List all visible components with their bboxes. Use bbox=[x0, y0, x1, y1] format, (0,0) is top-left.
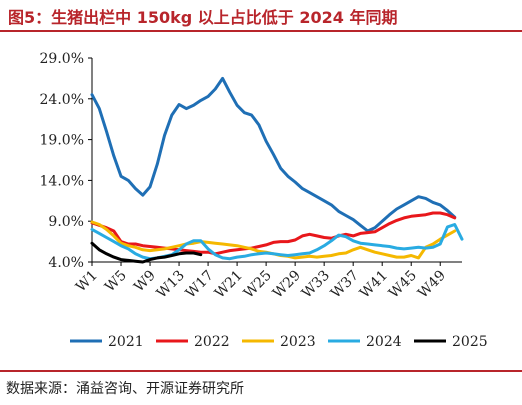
source-rule bbox=[0, 370, 522, 372]
x-tick-label: W5 bbox=[102, 268, 130, 296]
y-tick-label: 24.0% bbox=[40, 92, 84, 108]
x-tick-label: W13 bbox=[154, 268, 188, 302]
series-line-2021 bbox=[90, 76, 457, 233]
x-tick-label: W37 bbox=[328, 268, 362, 302]
y-tick-label: 19.0% bbox=[40, 133, 84, 149]
x-tick-label: W29 bbox=[270, 268, 304, 302]
legend-label-2025: 2025 bbox=[452, 334, 488, 350]
series-line-2022 bbox=[90, 211, 457, 256]
chart-axes: 4.0%9.0%14.0%19.0%24.0%29.0%W1 W5 W9W13W17… bbox=[40, 51, 462, 302]
y-tick-label: 29.0% bbox=[40, 51, 84, 67]
x-tick-label: W33 bbox=[299, 268, 333, 302]
legend-label-2021: 2021 bbox=[108, 334, 144, 350]
chart-lines bbox=[90, 76, 464, 264]
series-line-2025 bbox=[90, 241, 203, 264]
chart-legend: 2021 2022 2023 2024 2025 bbox=[70, 334, 488, 350]
legend-label-2024: 2024 bbox=[366, 334, 402, 350]
x-tick-label: W21 bbox=[212, 268, 246, 302]
x-tick-label: W45 bbox=[386, 268, 420, 302]
legend-label-2023: 2023 bbox=[280, 334, 316, 350]
x-tick-label: W17 bbox=[183, 268, 217, 302]
figure-title: 图5：生猪出栏中 150kg 以上占比低于 2024 年同期 bbox=[8, 8, 398, 27]
y-tick-label: 14.0% bbox=[40, 173, 84, 189]
x-tick-label: W41 bbox=[357, 268, 391, 302]
legend-label-2022: 2022 bbox=[194, 334, 230, 350]
y-tick-label: 4.0% bbox=[48, 255, 84, 271]
line-chart: 4.0%9.0%14.0%19.0%24.0%29.0%W1 W5 W9W13W17… bbox=[40, 51, 488, 350]
source-note: 数据来源：涌益咨询、开源证券研究所 bbox=[6, 381, 244, 397]
x-tick-label: W1 bbox=[73, 268, 101, 296]
title-rule bbox=[0, 30, 522, 32]
x-tick-label: W49 bbox=[415, 268, 449, 302]
x-tick-label: W25 bbox=[241, 268, 275, 302]
y-tick-label: 9.0% bbox=[48, 214, 84, 230]
